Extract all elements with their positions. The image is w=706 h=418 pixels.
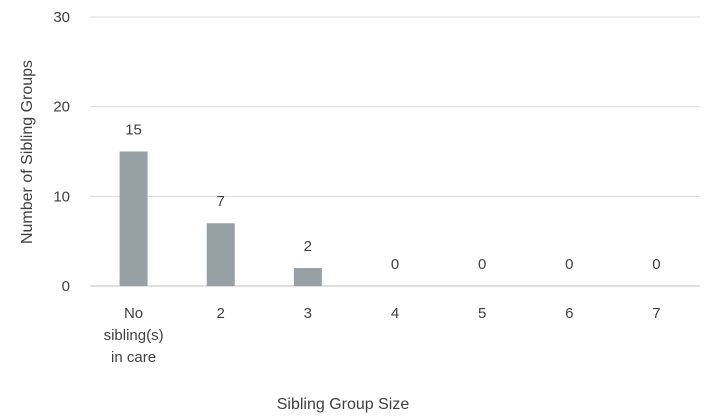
bars [119,151,322,286]
y-tick-label: 0 [62,278,70,295]
bar [206,223,235,286]
y-axis-title: Number of Sibling Groups [19,60,36,244]
gridlines [90,16,700,287]
x-tick-label: 5 [478,305,486,322]
data-label: 15 [125,122,142,139]
data-label: 0 [565,256,573,273]
y-tick-label: 30 [53,9,70,26]
data-label: 0 [652,256,660,273]
data-label: 0 [478,256,486,273]
x-tick-label: 2 [217,305,225,322]
x-tick-label: 6 [565,305,573,322]
x-tick-label: 7 [652,305,660,322]
x-axis-title: Sibling Group Size [277,396,410,413]
data-label: 0 [391,256,399,273]
x-tick-label: No sibling(s) in care [104,305,164,366]
bar [293,268,322,286]
y-tick-label: 20 [53,99,70,116]
x-tick-label: 3 [304,305,312,322]
x-tick-label: 4 [391,305,399,322]
data-labels: 15 7 2 0 0 0 0 [125,122,660,274]
y-axis-ticks: 0 10 20 30 [53,9,70,295]
y-tick-label: 10 [53,188,70,205]
data-label: 2 [304,238,312,255]
x-axis-ticks: No sibling(s) in care 2 3 4 5 6 7 [104,305,661,366]
bar [119,151,148,286]
data-label: 7 [217,193,225,210]
